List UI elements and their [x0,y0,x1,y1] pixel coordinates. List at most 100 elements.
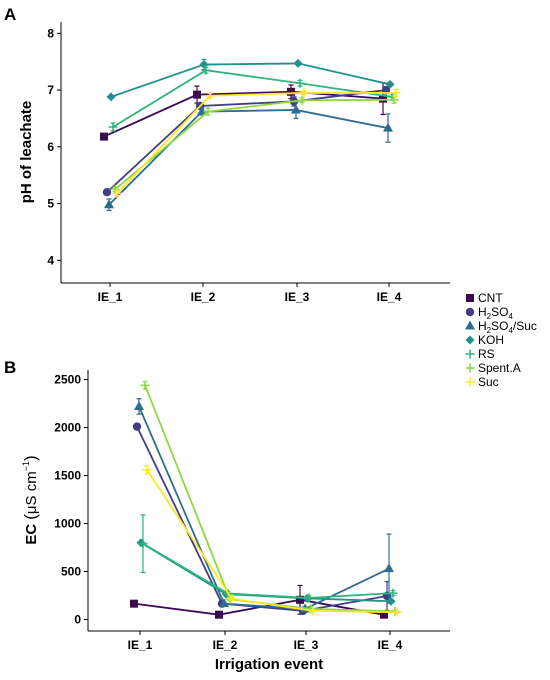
legend-label: H2SO4 [478,305,513,321]
legend-key [465,377,475,387]
ec-data-point [304,593,314,603]
legend-label: Spent.A [478,361,521,375]
ec-y-axis-title-close: ) [21,455,40,461]
ph-y-tick-label: 7 [47,83,54,97]
ph-data-point [385,79,395,89]
ec-y-axis-title: EC (μS cm−1) [21,455,40,544]
ph-y-tick-label: 6 [47,140,54,154]
ec-series-line [144,385,396,613]
legend-item: Spent.A [465,361,521,375]
ph-series-suc [112,88,401,198]
ec-series-line [146,469,398,614]
ph-data-point [297,95,307,105]
legend-label: H2SO4/Suc [478,319,537,335]
ph-series-line [116,92,396,194]
ec-y-axis-title-unit: μS cm [23,471,40,514]
ec-y-tick-label: 0 [74,612,81,626]
ec-y-axis-title-main: EC [23,524,40,545]
ph-x-tick-label: IE_4 [377,290,402,304]
ec-data-point [138,539,148,549]
ph-data-point [291,104,301,114]
ph-data-point [299,88,309,98]
legend-item: H2SO4/Suc [465,319,537,335]
ph-series-h2so4-suc [104,100,393,211]
ec-data-point [392,607,402,617]
legend-key [465,335,475,345]
ec-data-point [130,599,138,608]
ph-y-tick-label: 8 [47,26,54,40]
ph-data-point [287,87,295,96]
legend-label: CNT [478,291,503,305]
ec-data-point [227,594,237,604]
ph-series-cnt [100,82,387,141]
ph-y-tick-label: 5 [47,197,54,211]
ec-chart: 0 500 1000 1500 2000 2500 IE_1 IE_2 IE_3 IE_4 EC (… [21,370,450,673]
ec-data-point [386,596,396,606]
ph-x-tick-label: IE_1 [98,290,123,304]
ph-series-line [106,89,387,193]
ec-x-axis-title: Irrigation event [215,656,323,673]
legend-label: KOH [478,333,504,347]
ph-data-point [201,65,211,75]
ph-data-point [110,184,120,194]
legend-item: Suc [465,375,499,389]
ec-series-h2so4-suc [134,398,394,613]
panel-label-a: A [4,5,16,24]
ph-series-koh [106,58,395,102]
ec-data-point [136,538,146,548]
ec-data-point [388,588,398,598]
legend-item: H2SO4 [465,305,513,321]
ph-data-point [104,199,114,209]
legend-item: RS [465,347,495,361]
legend-key [466,294,474,302]
legend-label: Suc [478,375,499,389]
legend-key [465,307,475,317]
ph-data-point [193,90,201,99]
ph-data-point [391,88,401,98]
ph-data-point [106,92,116,102]
ph-series-spent-a [110,95,399,194]
ec-series-suc [142,465,402,617]
ph-series-line [110,62,391,98]
ec-data-point [384,563,394,573]
ph-series-h2so4 [102,85,391,197]
ph-data-point [102,188,112,197]
ec-x-tick-label: IE_2 [213,638,238,652]
ph-data-point [295,78,305,88]
ph-data-point [205,91,215,101]
ec-x-tick-label: IE_1 [128,638,153,652]
ec-y-tick-label: 1000 [54,517,81,531]
ph-data-point [293,58,303,68]
ec-data-point [142,465,152,475]
legend-item: KOH [465,333,504,347]
ec-y-tick-label: 2500 [54,373,81,387]
ph-y-axis-title: pH of leachate [18,101,35,204]
ec-x-tick-label: IE_3 [294,638,319,652]
legend-label: RS [478,347,495,361]
ph-series-line [114,98,395,191]
ec-data-point [308,606,318,616]
ec-series-line [136,426,388,612]
ec-series-line [138,406,390,610]
ph-x-tick-label: IE_2 [191,290,216,304]
ph-data-point [108,122,118,132]
ph-data-point [100,132,108,141]
ec-data-point [140,380,150,390]
ph-chart: 4 5 6 7 8 IE_1 IE_2 IE_3 IE_4 pH of leachate [18,22,450,304]
ph-series-line [112,69,393,128]
ph-data-point [203,107,213,117]
ec-data-point [132,422,142,431]
panel-label-b: B [4,358,16,377]
ph-x-tick-label: IE_3 [285,290,310,304]
ph-series-line [103,90,384,138]
ec-data-point [296,595,304,604]
ec-series-rs [138,514,398,603]
ec-y-tick-label: 2000 [54,421,81,435]
ph-data-point [383,122,393,132]
legend-key [465,363,475,373]
ec-data-point [134,400,144,410]
ec-y-tick-label: 500 [61,565,81,579]
ec-data-point [215,610,223,619]
